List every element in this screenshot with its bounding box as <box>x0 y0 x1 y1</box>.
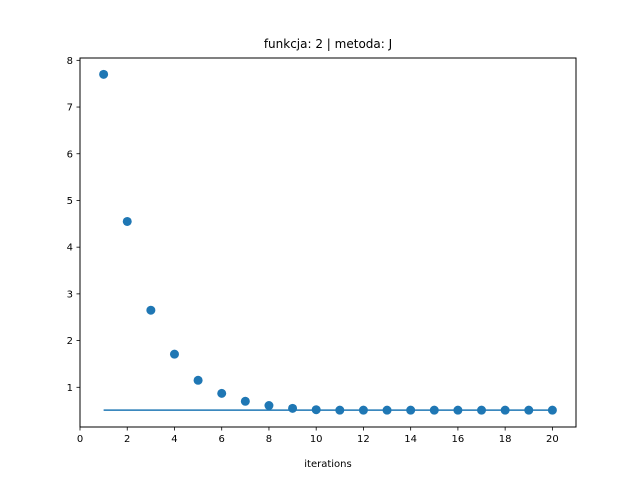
plot-frame <box>79 57 577 428</box>
x-tick-label: 0 <box>77 434 83 445</box>
x-axis-label: iterations <box>304 459 351 470</box>
x-tick-label: 10 <box>310 434 323 445</box>
plot-area <box>99 69 557 415</box>
data-point <box>193 375 203 385</box>
data-point <box>146 305 156 315</box>
y-tick-label: 8 <box>67 56 73 67</box>
data-point <box>288 403 298 413</box>
x-axis: 0 2 4 6 8 10 12 14 16 18 20 <box>77 427 559 445</box>
y-tick-label: 2 <box>67 336 73 347</box>
y-tick-label: 5 <box>67 196 73 207</box>
x-tick-label: 4 <box>171 434 177 445</box>
x-tick-label: 20 <box>546 434 559 445</box>
y-tick-label: 6 <box>67 149 73 160</box>
x-tick-label: 14 <box>404 434 417 445</box>
x-tick-label: 2 <box>124 434 130 445</box>
data-point <box>264 401 274 411</box>
x-tick-label: 16 <box>452 434 465 445</box>
y-tick-label: 3 <box>67 289 73 300</box>
data-point <box>122 216 132 226</box>
x-tick-label: 8 <box>266 434 272 445</box>
x-tick-label: 18 <box>499 434 512 445</box>
data-point <box>169 349 179 359</box>
data-point <box>240 396 250 406</box>
chart-title: funkcja: 2 | metoda: J <box>264 37 392 51</box>
data-point <box>217 388 227 398</box>
y-axis: 1 2 3 4 5 6 7 8 <box>67 56 80 394</box>
y-tick-label: 4 <box>67 243 73 254</box>
x-tick-label: 6 <box>219 434 225 445</box>
y-tick-label: 7 <box>67 103 73 114</box>
y-tick-label: 1 <box>67 383 73 394</box>
x-tick-label: 12 <box>357 434 370 445</box>
data-point <box>99 69 109 79</box>
